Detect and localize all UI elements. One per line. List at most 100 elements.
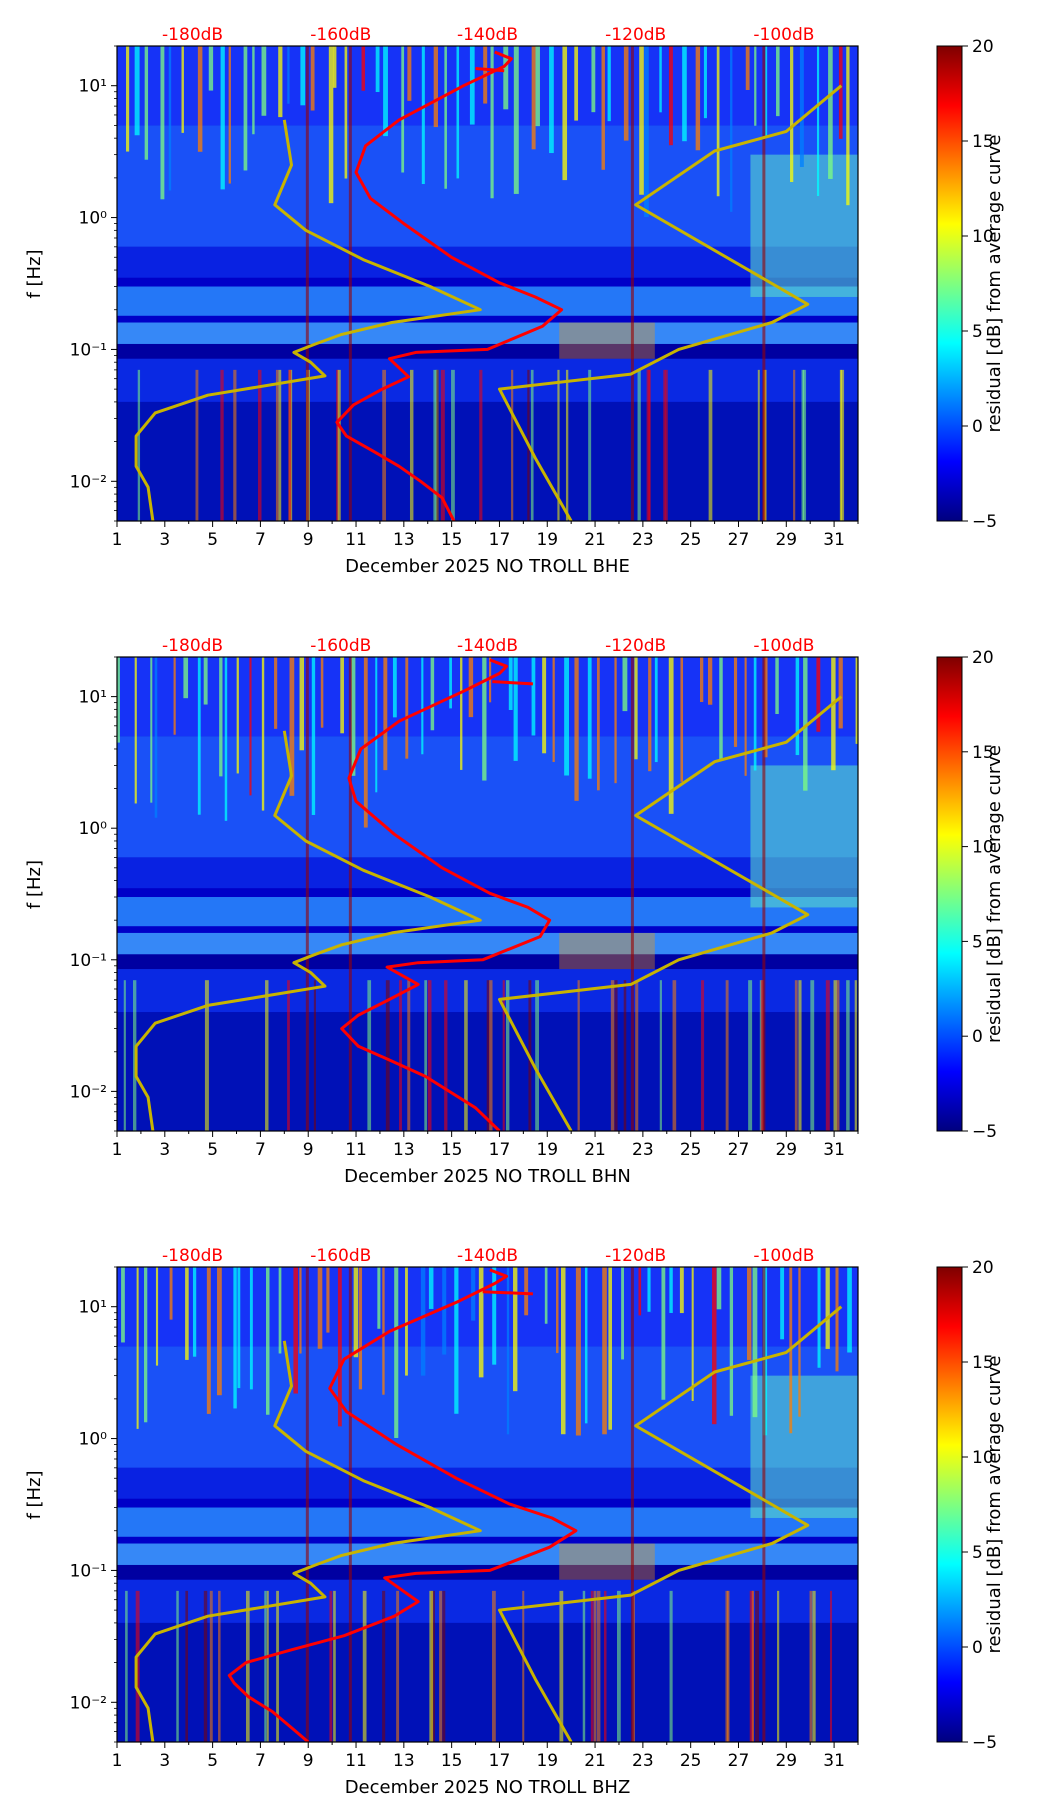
spectrogram — [117, 1267, 858, 1742]
x-tick-label: 7 — [255, 1751, 266, 1771]
spectrogram-streak — [716, 1267, 722, 1310]
spectrogram-streak — [197, 657, 201, 815]
spectrogram-streak — [794, 980, 798, 1131]
spectrogram-streak — [817, 1267, 821, 1368]
spectrogram-streak — [430, 657, 435, 731]
spectrogram-streak — [261, 46, 267, 116]
spectrogram-streak — [197, 46, 203, 152]
spectrogram-streak — [840, 369, 845, 521]
spectrogram-streak — [134, 657, 137, 804]
spectrogram-streak — [682, 46, 687, 142]
spectrogram-streak — [233, 1267, 237, 1409]
spectrogram-streak — [829, 1590, 833, 1742]
spectrogram-streak — [637, 369, 641, 521]
colorbar-tick-label: 5 — [972, 932, 983, 952]
db-scale-label: -160dB — [310, 636, 371, 656]
spectrogram-streak — [328, 46, 334, 204]
x-tick-label: 31 — [823, 1751, 845, 1771]
x-tick-label: 11 — [345, 1751, 367, 1771]
x-tick-label: 11 — [345, 530, 367, 550]
spectrogram-streak — [793, 369, 796, 521]
spectrogram-streak — [310, 46, 315, 111]
spectrogram-streak — [203, 657, 208, 705]
spectrogram-streak — [603, 1590, 607, 1742]
spectrogram-streak — [712, 1267, 717, 1425]
x-tick-label: 7 — [255, 530, 266, 550]
spectrogram-line — [305, 46, 309, 521]
spectrogram-streak — [421, 657, 424, 755]
db-scale-label: -100dB — [753, 25, 814, 45]
spectrogram-streak — [252, 46, 255, 135]
spectrogram-streak — [535, 46, 540, 127]
spectrogram-streak — [337, 369, 341, 521]
spectrogram-streak — [329, 1590, 333, 1742]
x-tick-label: 25 — [680, 530, 702, 550]
spectrogram-streak — [333, 1590, 336, 1742]
spectrogram-streak — [596, 657, 600, 791]
spectrogram-streak — [668, 46, 673, 146]
x-tick-label: 25 — [680, 1751, 702, 1771]
spectrogram-streak — [405, 1267, 408, 1376]
db-scale-label: -120dB — [605, 636, 666, 656]
spectrogram-streak — [160, 46, 165, 200]
x-tick-label: 27 — [728, 1751, 750, 1771]
spectrogram-streak — [185, 1590, 189, 1742]
spectrogram-streak — [449, 657, 452, 709]
spectrogram-streak — [622, 657, 628, 712]
spectrogram-streak — [136, 1267, 139, 1429]
x-tick-label: 29 — [775, 1751, 797, 1771]
spectrogram-streak — [204, 980, 209, 1131]
spectrogram-streak — [299, 1267, 302, 1354]
y-tick-label: 10¹ — [79, 1298, 107, 1318]
spectrogram-streak — [831, 657, 836, 771]
spectrogram-streak — [173, 657, 176, 735]
spectrogram-streak — [405, 657, 409, 759]
y-axis-label: f [Hz] — [24, 1470, 45, 1519]
spectrogram-streak — [746, 1267, 752, 1360]
spectrogram-streak — [265, 1267, 270, 1415]
spectrogram-streak — [486, 980, 490, 1131]
spectrogram-streak — [313, 980, 316, 1131]
x-tick-label: 5 — [207, 1751, 218, 1771]
spectrogram-streak — [436, 369, 439, 521]
spectrogram-streak — [812, 1590, 816, 1742]
spectrogram-streak — [456, 46, 460, 179]
spectrogram-streak — [764, 657, 768, 758]
spectrogram-streak — [802, 369, 807, 521]
spectrogram-streak — [454, 1267, 459, 1414]
y-tick-label: 10¹ — [79, 688, 107, 708]
spectrogram-streak — [607, 46, 611, 122]
colorbar-tick-label: 0 — [972, 417, 983, 437]
spectrogram-streak — [181, 46, 184, 133]
station-psd-curve-tail — [482, 1290, 533, 1296]
spectrogram-streak — [249, 657, 252, 796]
spectrogram-streak — [847, 1267, 852, 1353]
x-tick-label: 1 — [112, 1140, 123, 1160]
spectrogram-streak — [311, 657, 316, 815]
spectrogram-streak — [661, 1267, 666, 1400]
y-tick-label: 10⁰ — [79, 819, 108, 839]
x-tick-label: 1 — [112, 1751, 123, 1771]
spectrogram-streak — [287, 46, 290, 104]
spectrogram-streak — [233, 369, 237, 521]
spectrogram-streak — [183, 657, 189, 699]
y-tick-label: 10⁻¹ — [70, 340, 107, 360]
spectrogram-streak — [428, 1267, 434, 1309]
spectrogram-streak — [266, 1590, 269, 1742]
station-psd-curve — [340, 658, 552, 1131]
spectrogram-streak — [492, 1590, 496, 1742]
spectrogram-streak — [332, 46, 337, 88]
spectrogram-streak — [644, 46, 649, 218]
spectrogram-streak — [382, 1267, 385, 1395]
spectrogram-streak — [614, 657, 617, 784]
station-psd-curve — [335, 50, 564, 521]
spectrogram-streak — [733, 657, 738, 747]
station-psd-curve-tail — [475, 67, 505, 73]
x-tick-label: 9 — [303, 530, 314, 550]
spectrogram-streak — [608, 1267, 613, 1430]
spectrogram-streak — [289, 657, 295, 796]
x-axis-label: December 2025 NO TROLL BHE — [345, 556, 630, 577]
spectrogram-streak — [753, 657, 757, 771]
spectrogram-streak — [409, 369, 414, 521]
spectrogram-streak — [647, 1267, 651, 1312]
